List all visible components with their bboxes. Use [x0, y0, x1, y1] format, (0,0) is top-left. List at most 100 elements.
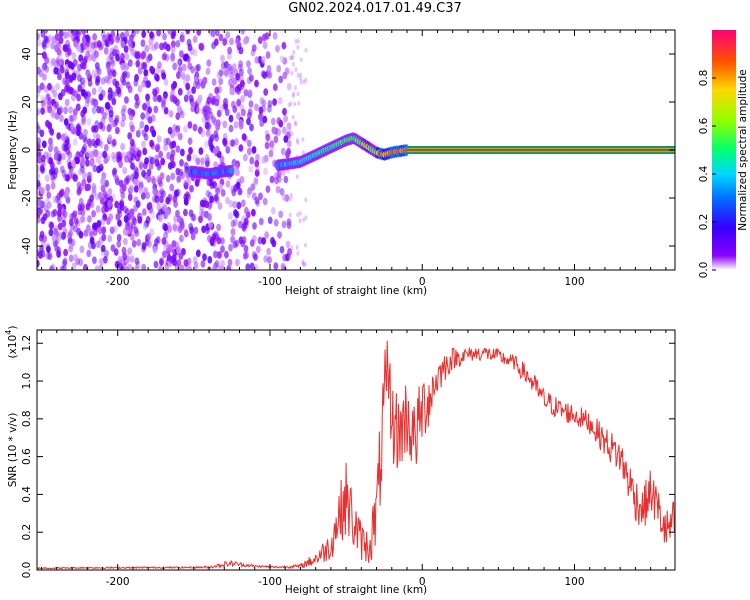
spectrogram-cell [83, 229, 89, 237]
spectrogram-cell [149, 65, 155, 74]
spectrogram-cell [209, 195, 215, 204]
spectrogram-cell [211, 232, 217, 241]
spectrogram-cell [133, 178, 139, 186]
spectrogram-cell [85, 149, 91, 158]
spectrogram-cell [224, 250, 229, 259]
spectrogram-cell [159, 195, 164, 204]
top-ylabel: Frequency (Hz) [7, 110, 19, 189]
spectrogram-cell [269, 175, 275, 184]
spectrogram-cell [138, 180, 144, 188]
spectrogram-cell [147, 116, 153, 124]
spectrogram-cell [159, 258, 164, 266]
spectrogram-cell [217, 250, 223, 259]
spectrogram-cell [87, 171, 92, 180]
spectrogram-cell [252, 235, 257, 243]
spectrogram-cell [107, 188, 113, 196]
spectrogram-cell [71, 52, 76, 60]
spectrogram-cell [275, 185, 281, 194]
spectrogram-cell [161, 97, 167, 105]
spectrogram-cell [145, 55, 151, 63]
y-tick-label: 1.0 [21, 373, 33, 390]
y-tick-label: 0.0 [21, 562, 33, 579]
spectrogram-cell [243, 37, 248, 45]
spectrogram-cell [87, 53, 93, 62]
spectrogram-cell [186, 265, 192, 270]
spectrogram-cell [37, 182, 42, 190]
spectrogram-cell [82, 143, 88, 152]
spectrogram-cell [57, 222, 63, 231]
spectrogram-cell [96, 67, 102, 76]
spectrogram-cell [64, 98, 70, 107]
spectrogram-cell [228, 200, 234, 208]
spectrogram-cell [290, 131, 294, 137]
spectrogram-cell [145, 216, 151, 224]
spectrogram-cell [69, 222, 75, 231]
spectrogram-cell [58, 30, 64, 38]
spectrogram-cell [299, 76, 303, 81]
spectrogram-cell [128, 184, 134, 193]
spectrogram-cell [117, 219, 122, 227]
spectrogram-cell [103, 47, 109, 55]
spectrogram-cell [131, 216, 137, 224]
spectrogram-cell [253, 253, 258, 261]
spectrogram-cell [143, 187, 149, 195]
spectrogram-cell [91, 185, 97, 194]
spectrogram-cell [81, 117, 86, 126]
spectrogram-cell [273, 219, 279, 227]
spectrogram-cell [150, 142, 156, 150]
spectrogram-cell [118, 263, 124, 270]
spectrogram-cell [215, 187, 220, 195]
spectrogram-cell [102, 213, 108, 221]
spectrogram-cell [60, 133, 66, 141]
spectrogram-cell [71, 34, 76, 42]
spectrogram-cell [112, 167, 117, 176]
top-xlabel: Height of straight line (km) [285, 285, 427, 297]
spectrogram-cell [179, 234, 184, 243]
spectrogram-cell [204, 140, 209, 148]
spectrogram-cell [83, 136, 88, 145]
y-tick-label: 0.8 [21, 410, 33, 427]
spectrogram-cell [37, 259, 40, 268]
spectrogram-cell [56, 209, 62, 217]
spectrogram-cell [208, 143, 214, 151]
spectrogram-cell [129, 209, 135, 218]
spectrogram-cell [158, 150, 164, 159]
spectrogram-cell [60, 88, 66, 97]
spectrogram-cell [82, 171, 87, 180]
y-tick-label: 1.2 [21, 335, 33, 352]
spectrogram-cell [233, 218, 238, 227]
spectrogram-cell [185, 30, 191, 35]
spectrogram-cell [293, 101, 297, 107]
spectrogram-cell [197, 94, 203, 102]
spectrogram-cell [155, 144, 160, 153]
spectrogram-cell [94, 265, 100, 270]
spectrogram-cell [171, 30, 177, 37]
spectrogram-cell [283, 115, 288, 123]
spectrogram-cell [187, 121, 193, 129]
spectrogram-cell [272, 98, 277, 106]
spectrogram-cell [60, 232, 66, 241]
spectrogram-cell [236, 83, 242, 92]
spectrogram-cell [183, 208, 188, 217]
spectrogram-cell [50, 172, 56, 181]
spectrogram-cell [37, 137, 42, 146]
spectrogram-cell [130, 124, 135, 133]
spectrogram-cell [218, 33, 224, 42]
spectrogram-cell [281, 220, 287, 229]
spectrogram-cell [258, 217, 264, 226]
spectrogram-cell [251, 208, 256, 217]
spectrogram-cell [127, 38, 133, 47]
spectrogram-cell [265, 185, 271, 193]
spectrogram-cell [162, 32, 167, 41]
spectrogram-cell [45, 243, 51, 251]
spectrogram-cell [140, 112, 146, 120]
spectrogram-cell [286, 122, 292, 130]
spectrogram-cell [162, 250, 167, 259]
spectrogram-cell [47, 34, 53, 42]
spectrogram-cell [49, 128, 55, 136]
spectrogram-cell [112, 48, 117, 57]
spectrogram-cell [228, 114, 234, 123]
spectrogram-cell [261, 156, 266, 164]
spectrogram-cell [40, 107, 45, 115]
spectrogram-cell [45, 119, 50, 128]
